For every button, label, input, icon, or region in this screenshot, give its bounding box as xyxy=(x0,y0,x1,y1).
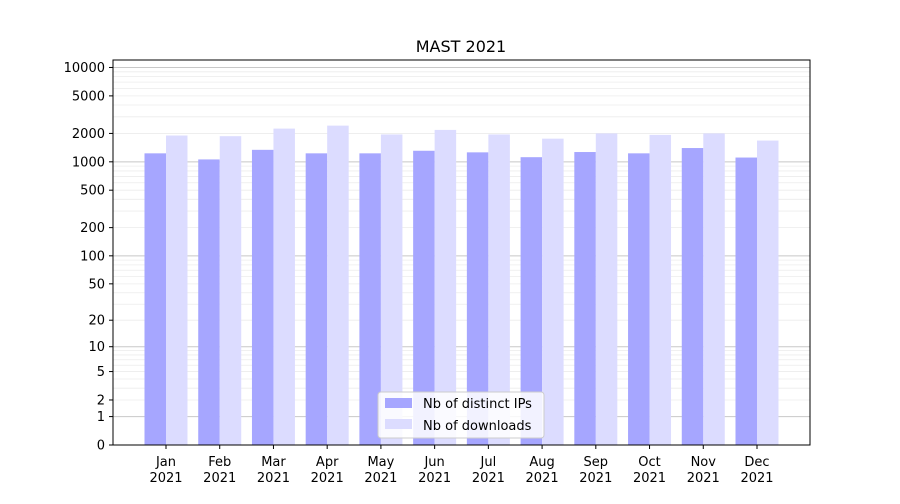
chart-title: MAST 2021 xyxy=(416,37,506,56)
x-tick-label-year: 2021 xyxy=(633,471,666,486)
bar-downloads xyxy=(542,138,564,445)
bars xyxy=(144,125,779,446)
y-tick-label: 100 xyxy=(80,249,105,264)
x-axis: Jan2021Feb2021Mar2021Apr2021May2021Jun20… xyxy=(149,445,774,486)
y-tick-label: 20 xyxy=(88,314,105,329)
bar-downloads xyxy=(488,134,510,446)
x-tick-label-year: 2021 xyxy=(149,471,182,486)
y-tick-label: 1 xyxy=(97,410,105,425)
x-tick-label-month: Jan xyxy=(155,455,176,470)
x-tick-label-month: Oct xyxy=(638,455,660,470)
x-tick-label-month: Sep xyxy=(584,455,609,470)
bar-distinct-ips xyxy=(520,157,543,445)
x-tick-label-month: Apr xyxy=(316,455,339,470)
y-axis: 0 1 2 5 10 20 50 100 200 500 1000 2000 5000 10000 xyxy=(64,61,113,454)
bar-downloads xyxy=(166,135,188,445)
bar-distinct-ips xyxy=(628,153,650,446)
x-tick-label-year: 2021 xyxy=(311,471,344,486)
bar-downloads xyxy=(757,140,779,446)
x-tick-label-month: Jun xyxy=(423,455,444,470)
x-tick-label-year: 2021 xyxy=(203,471,236,486)
bar-downloads xyxy=(219,136,242,446)
legend-swatch-distinct-ips xyxy=(385,398,412,408)
x-tick-label-month: Mar xyxy=(261,455,286,470)
y-tick-label: 10 xyxy=(88,340,105,355)
y-tick-label: 0 xyxy=(97,439,105,454)
x-tick-label-year: 2021 xyxy=(740,471,773,486)
bar-downloads xyxy=(380,134,403,446)
bar-distinct-ips xyxy=(735,157,757,446)
bar-downloads xyxy=(703,133,725,445)
y-tick-label: 5 xyxy=(97,365,105,380)
legend-swatch-downloads xyxy=(385,419,412,429)
y-tick-label: 2000 xyxy=(72,127,105,142)
bar-downloads xyxy=(595,133,618,445)
bar-distinct-ips xyxy=(251,149,274,445)
legend-label-distinct-ips: Nb of distinct IPs xyxy=(423,397,532,412)
x-tick-label-year: 2021 xyxy=(472,471,505,486)
bar-downloads xyxy=(327,125,349,446)
legend: Nb of distinct IPs Nb of downloads xyxy=(377,391,545,439)
x-tick-label-month: Feb xyxy=(208,455,231,470)
x-tick-label-year: 2021 xyxy=(257,471,290,486)
plot-frame xyxy=(112,59,811,446)
y-tick-label: 10000 xyxy=(64,61,105,76)
y-tick-label: 50 xyxy=(88,277,105,292)
bar-distinct-ips xyxy=(305,153,328,446)
bar-distinct-ips xyxy=(466,152,489,446)
bar-downloads xyxy=(434,129,457,446)
bar-downloads xyxy=(273,128,295,445)
x-tick-label-year: 2021 xyxy=(579,471,612,486)
bar-distinct-ips xyxy=(144,153,166,446)
y-tick-label: 200 xyxy=(80,221,105,236)
bar-distinct-ips xyxy=(198,159,220,445)
x-tick-label-month: May xyxy=(367,455,394,470)
legend-box xyxy=(377,391,545,439)
x-tick-label-year: 2021 xyxy=(364,471,397,486)
y-tick-label: 2 xyxy=(97,393,105,408)
bar-downloads xyxy=(649,134,672,446)
x-tick-label-year: 2021 xyxy=(687,471,720,486)
x-tick-label-month: Aug xyxy=(529,455,554,470)
bar-distinct-ips xyxy=(574,152,596,445)
y-tick-label: 1000 xyxy=(72,155,105,170)
bar-distinct-ips xyxy=(413,150,435,446)
y-tick-label: 500 xyxy=(80,184,105,199)
x-tick-label-month: Nov xyxy=(691,455,717,470)
x-tick-label-month: Dec xyxy=(744,455,769,470)
x-tick-label-year: 2021 xyxy=(418,471,451,486)
legend-label-downloads: Nb of downloads xyxy=(423,419,532,434)
bar-distinct-ips xyxy=(359,153,381,446)
y-tick-label: 5000 xyxy=(72,89,105,104)
x-tick-label-year: 2021 xyxy=(526,471,559,486)
x-tick-label-month: Jul xyxy=(480,455,497,470)
bar-distinct-ips xyxy=(681,148,704,445)
